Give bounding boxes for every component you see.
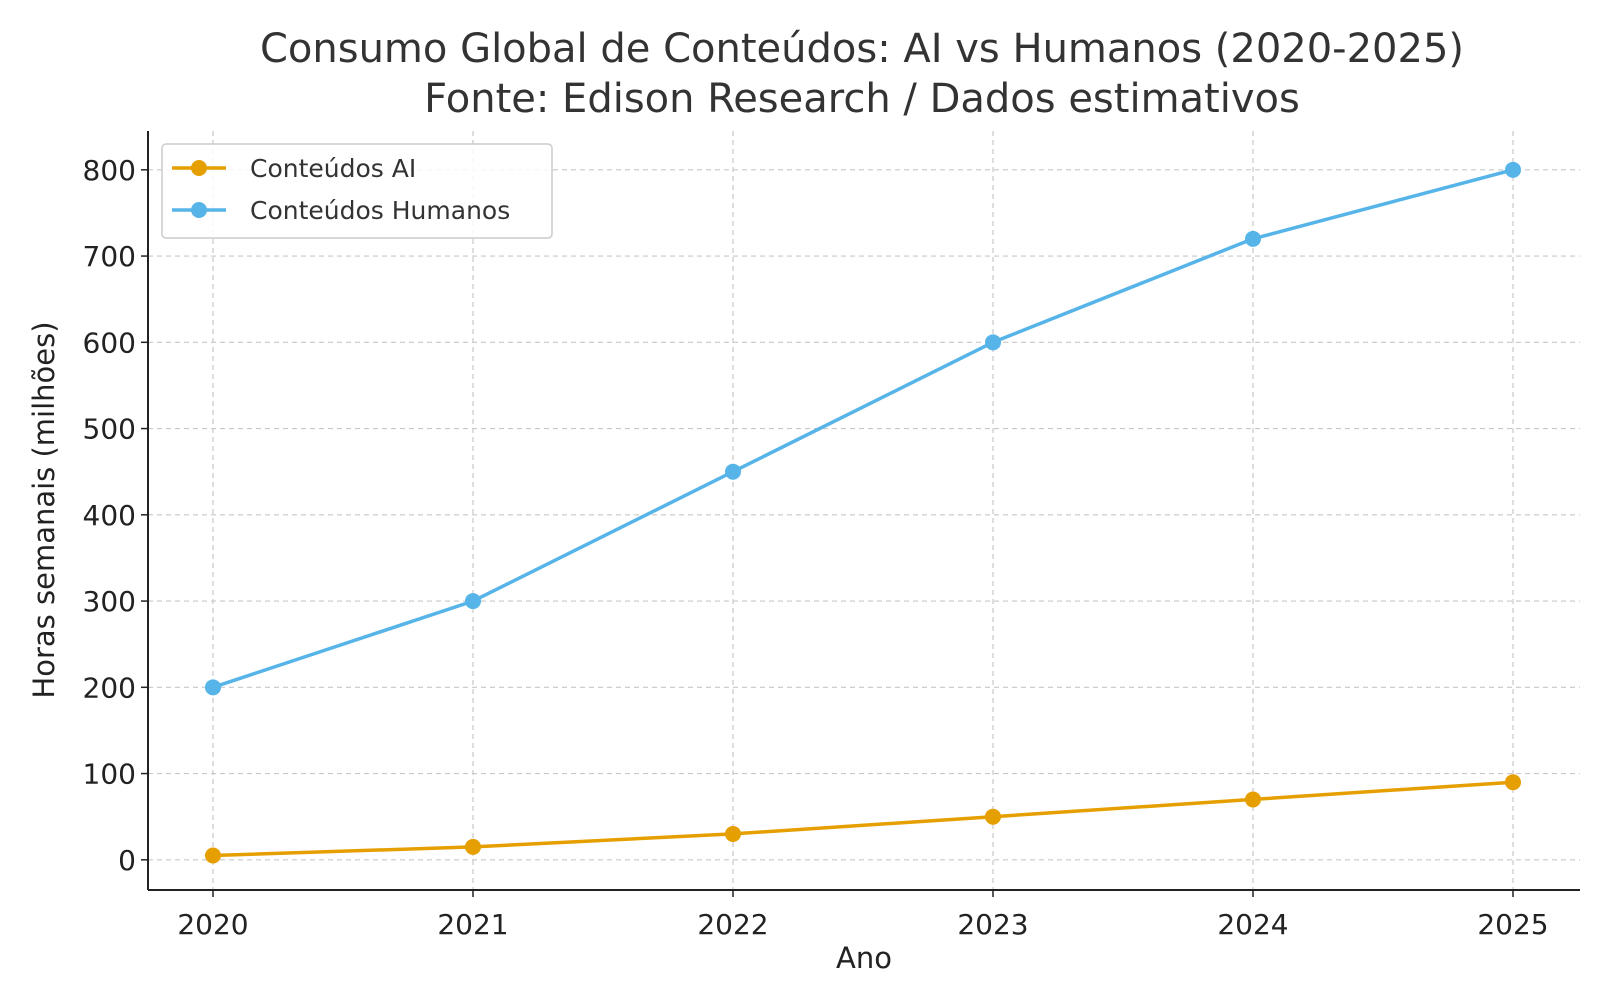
y-tick-label: 600	[83, 326, 136, 359]
data-point	[1245, 791, 1261, 808]
data-point	[205, 847, 221, 864]
data-point	[725, 825, 741, 842]
data-point	[205, 679, 221, 696]
legend-item: Conteúdos AI	[172, 154, 416, 183]
chart-title: Consumo Global de Conteúdos: AI vs Human…	[260, 26, 1464, 72]
data-point	[465, 838, 481, 855]
legend-swatch-marker	[191, 160, 207, 176]
series-line	[212, 168, 1514, 689]
data-point	[985, 808, 1001, 825]
y-tick-label: 700	[83, 240, 136, 273]
legend-box	[161, 143, 553, 239]
chart-subtitle: Fonte: Edison Research / Dados estimativ…	[424, 76, 1300, 122]
series-ai	[205, 774, 1521, 864]
data-point	[1505, 774, 1521, 791]
series-humanos	[205, 161, 1521, 696]
y-tick-label: 500	[83, 413, 136, 446]
y-tick-label: 0	[118, 844, 136, 877]
data-point	[465, 593, 481, 610]
series	[205, 161, 1521, 864]
ticks: 2020 2021 2022 2023 2024 2025 0 100 200 300 400 500…	[83, 154, 1549, 941]
x-tick-label: 2020	[177, 908, 248, 941]
axes	[147, 131, 1580, 891]
legend: Conteúdos AI Conteúdos Humanos	[161, 143, 553, 239]
y-tick-label: 800	[83, 154, 136, 187]
x-axis-label: Ano	[836, 941, 892, 975]
y-tick-label: 400	[83, 499, 136, 532]
x-tick-label: 2023	[957, 908, 1028, 941]
data-point	[725, 463, 741, 480]
series-line	[212, 780, 1514, 858]
y-tick-label: 200	[83, 671, 136, 704]
legend-swatch-marker	[191, 202, 207, 218]
legend-label: Conteúdos AI	[250, 154, 416, 183]
data-point	[1245, 230, 1261, 247]
x-tick-label: 2024	[1217, 908, 1288, 941]
x-tick-label: 2022	[697, 908, 768, 941]
y-axis-label: Horas semanais (milhões)	[27, 321, 61, 698]
y-tick-label: 300	[83, 585, 136, 618]
legend-item: Conteúdos Humanos	[172, 196, 510, 225]
data-point	[985, 334, 1001, 351]
grid	[148, 131, 1580, 890]
x-tick-label: 2025	[1477, 908, 1548, 941]
x-tick-label: 2021	[437, 908, 508, 941]
legend-label: Conteúdos Humanos	[250, 196, 510, 225]
data-point	[1505, 161, 1521, 178]
y-tick-label: 100	[83, 758, 136, 791]
